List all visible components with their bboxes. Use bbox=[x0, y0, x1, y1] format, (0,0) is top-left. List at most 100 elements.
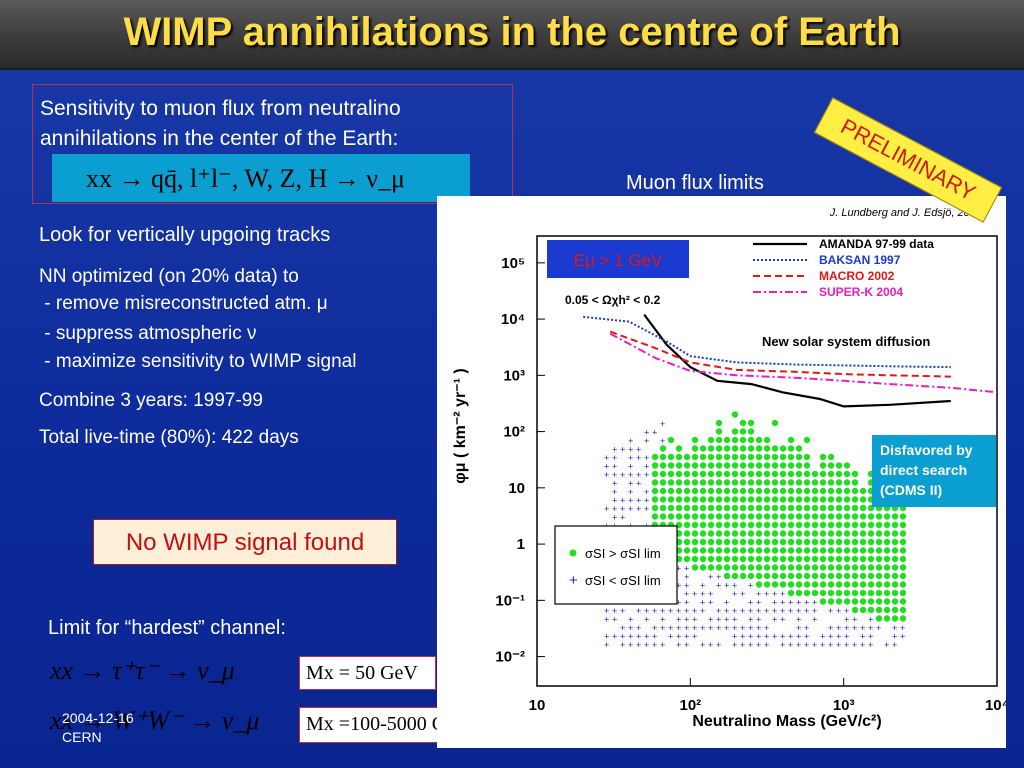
bullet-combine: Combine 3 years: 1997-99 bbox=[39, 390, 263, 411]
scan-point-green bbox=[819, 453, 827, 461]
scan-point-green bbox=[683, 479, 691, 486]
scan-point-green bbox=[763, 470, 771, 478]
scan-point-green bbox=[763, 453, 771, 461]
scan-point-blue: + bbox=[684, 606, 689, 616]
y-tick-label: 10² bbox=[503, 424, 525, 441]
scan-point-green bbox=[667, 513, 675, 520]
scan-point-green bbox=[771, 419, 779, 427]
scan-point-green bbox=[763, 572, 771, 580]
scan-point-green bbox=[875, 598, 883, 605]
scan-point-blue: + bbox=[788, 598, 793, 608]
scan-point-green bbox=[747, 453, 755, 461]
scan-point-green bbox=[891, 513, 899, 520]
scan-point-green bbox=[811, 504, 819, 512]
scan-point-green bbox=[691, 445, 699, 452]
scan-point-green bbox=[803, 487, 811, 495]
scan-point-blue: + bbox=[628, 436, 633, 446]
scan-point-blue: + bbox=[652, 606, 657, 616]
scan-point-green bbox=[755, 496, 763, 503]
scan-point-green bbox=[715, 538, 723, 546]
footer: 2004-12-16 CERN bbox=[62, 709, 134, 747]
scan-point-green bbox=[883, 606, 891, 614]
scan-point-green bbox=[859, 521, 867, 529]
scan-point-green bbox=[691, 513, 699, 520]
scan-point-green bbox=[803, 496, 811, 503]
scan-point-blue: + bbox=[644, 504, 649, 514]
scan-point-green bbox=[899, 530, 907, 537]
scan-point-green bbox=[803, 555, 811, 563]
scan-point-blue: + bbox=[612, 445, 617, 455]
bullet-look: Look for vertically upgoing tracks bbox=[39, 224, 331, 246]
scan-point-blue: + bbox=[612, 453, 617, 463]
scan-point-green bbox=[731, 487, 739, 495]
scan-point-blue: + bbox=[844, 632, 849, 642]
scan-point-green bbox=[731, 504, 739, 512]
scan-point-green bbox=[707, 547, 715, 554]
scan-point-green bbox=[811, 487, 819, 495]
scan-point-blue: + bbox=[772, 589, 777, 599]
scan-point-green bbox=[699, 513, 707, 520]
scan-point-green bbox=[859, 581, 867, 588]
scan-point-green bbox=[691, 521, 699, 529]
scan-point-green bbox=[843, 513, 851, 520]
scan-point-green bbox=[899, 589, 907, 597]
scan-point-green bbox=[699, 555, 707, 563]
scan-point-green bbox=[827, 470, 835, 478]
scan-point-green bbox=[779, 487, 787, 495]
scan-point-blue: + bbox=[740, 632, 745, 642]
scan-point-green bbox=[803, 462, 811, 469]
scan-point-green bbox=[859, 606, 867, 614]
y-tick-label: 10⁴ bbox=[501, 311, 525, 328]
scan-point-green bbox=[787, 555, 795, 563]
scan-point-green bbox=[819, 572, 827, 580]
scan-points: ++++++++++++++++++++++++++++++++++++++++… bbox=[604, 411, 907, 650]
scan-point-green bbox=[779, 572, 787, 580]
scan-point-green bbox=[795, 538, 803, 546]
scan-point-green bbox=[683, 513, 691, 520]
scan-point-blue: + bbox=[604, 462, 609, 472]
scan-point-green bbox=[667, 470, 675, 478]
scan-point-green bbox=[699, 530, 707, 537]
scan-point-blue: + bbox=[820, 632, 825, 642]
scan-point-blue: + bbox=[612, 606, 617, 616]
scan-point-blue: + bbox=[692, 615, 697, 625]
scan-point-green bbox=[755, 462, 763, 469]
scan-point-green bbox=[835, 504, 843, 512]
scan-point-green bbox=[763, 487, 771, 495]
scan-point-green bbox=[819, 504, 827, 512]
scan-point-green bbox=[787, 445, 795, 452]
scan-point-green bbox=[747, 419, 755, 427]
scan-point-green bbox=[715, 504, 723, 512]
point-legend-green-marker bbox=[569, 549, 577, 557]
series-line-1 bbox=[583, 315, 951, 369]
scan-point-green bbox=[763, 496, 771, 503]
scan-point-green bbox=[747, 462, 755, 469]
scan-point-green bbox=[731, 436, 739, 444]
scan-point-green bbox=[651, 453, 659, 461]
scan-point-blue: + bbox=[836, 606, 841, 616]
scan-point-green bbox=[659, 513, 667, 520]
legend-label: SUPER-K 2004 bbox=[819, 285, 903, 299]
scan-point-blue: + bbox=[820, 640, 825, 650]
scan-point-green bbox=[787, 547, 795, 554]
scan-point-blue: + bbox=[748, 632, 753, 642]
scan-point-blue: + bbox=[604, 453, 609, 463]
scan-point-green bbox=[883, 564, 891, 571]
bullet-suppress: - suppress atmospheric ν bbox=[39, 323, 257, 344]
scan-point-green bbox=[803, 589, 811, 597]
scan-point-green bbox=[739, 470, 747, 478]
scan-point-green bbox=[707, 538, 715, 546]
scan-point-green bbox=[811, 589, 819, 597]
scan-point-green bbox=[891, 530, 899, 537]
scan-point-green bbox=[819, 479, 827, 486]
scan-point-blue: + bbox=[780, 589, 785, 599]
limit-equation-w: xx → W⁺W⁻ → ν_μ bbox=[50, 706, 260, 735]
scan-point-blue: + bbox=[804, 640, 809, 650]
scan-point-blue: + bbox=[876, 623, 881, 633]
bullet-nn: NN optimized (on 20% data) to bbox=[39, 266, 299, 287]
scan-point-green bbox=[843, 530, 851, 537]
scan-point-green bbox=[811, 572, 819, 580]
scan-point-green bbox=[779, 470, 787, 478]
scan-point-green bbox=[779, 462, 787, 469]
scan-point-green bbox=[827, 572, 835, 580]
